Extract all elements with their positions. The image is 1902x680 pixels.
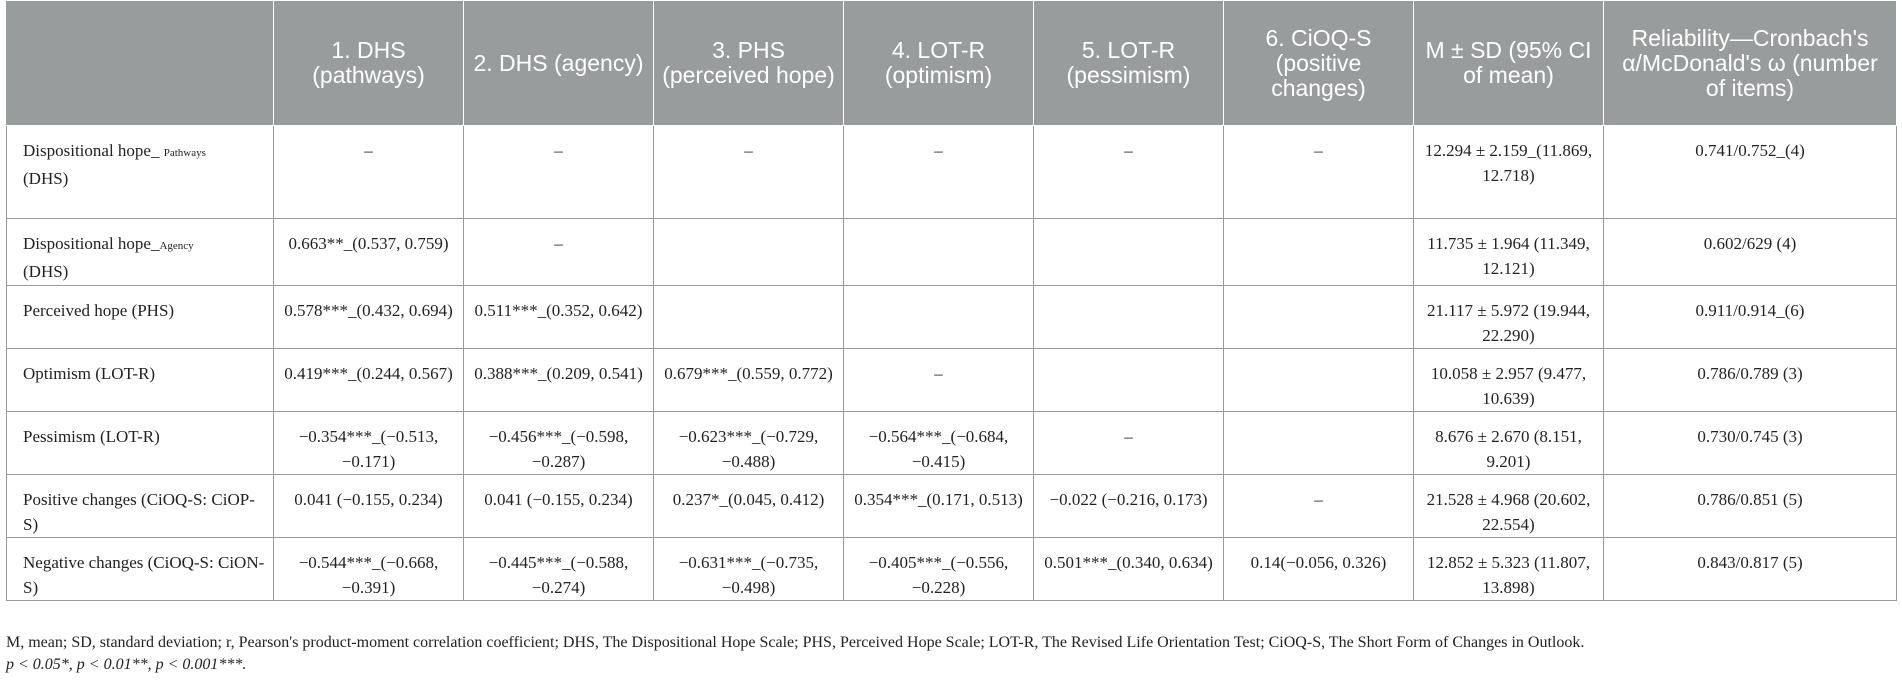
- table-cell: [653, 218, 844, 286]
- table-footnotes: M, mean; SD, standard deviation; r, Pear…: [6, 632, 1584, 676]
- header-dhs-pathways: 1. DHS (pathways): [273, 0, 464, 126]
- table-cell: [1033, 218, 1224, 286]
- table-cell: 0.741/0.752_(4): [1603, 125, 1897, 219]
- table-cell: −0.022 (−0.216, 0.173): [1033, 474, 1224, 538]
- table-cell: 10.058 ± 2.957 (9.477, 10.639): [1413, 348, 1604, 412]
- table-cell: 21.528 ± 4.968 (20.602, 22.554): [1413, 474, 1604, 538]
- table-cell: 0.578***_(0.432, 0.694): [273, 285, 464, 349]
- header-mean-sd: M ± SD (95% CI of mean): [1413, 0, 1604, 126]
- table-cell: 8.676 ± 2.670 (8.151, 9.201): [1413, 411, 1604, 475]
- header-reliability: Reliability—Cronbach's α/McDonald's ω (n…: [1603, 0, 1897, 126]
- table-cell: –: [843, 348, 1034, 412]
- table-cell: [653, 285, 844, 349]
- table-cell: −0.544***_(−0.668, −0.391): [273, 537, 464, 601]
- table-cell: [843, 285, 1034, 349]
- table-cell: 0.843/0.817 (5): [1603, 537, 1897, 601]
- table-row: Negative changes (CiOQ-S: CiON-S) −0.544…: [6, 537, 1897, 601]
- table-row: Dispositional hope_Agency (DHS) 0.663**_(…: [6, 218, 1897, 286]
- table-cell: [1223, 285, 1414, 349]
- table-cell: [843, 218, 1034, 286]
- table-cell: 0.511***_(0.352, 0.642): [463, 285, 654, 349]
- table-cell: [1223, 348, 1414, 412]
- table-cell: 0.679***_(0.559, 0.772): [653, 348, 844, 412]
- table-cell: 0.388***_(0.209, 0.541): [463, 348, 654, 412]
- table-cell: 0.14(−0.056, 0.326): [1223, 537, 1414, 601]
- table-cell: −0.631***_(−0.735, −0.498): [653, 537, 844, 601]
- table-cell: −0.354***_(−0.513, −0.171): [273, 411, 464, 475]
- table-row: Dispositional hope_ Pathways (DHS) – – – …: [6, 125, 1897, 219]
- footnote-significance: p < 0.05*, p < 0.01**, p < 0.001***.: [6, 656, 247, 673]
- table-cell: −0.564***_(−0.684, −0.415): [843, 411, 1034, 475]
- table-cell: −0.445***_(−0.588, −0.274): [463, 537, 654, 601]
- row-label: Dispositional hope_ Pathways (DHS): [6, 125, 274, 219]
- table-cell: 0.041 (−0.155, 0.234): [463, 474, 654, 538]
- table-cell: –: [463, 218, 654, 286]
- table-cell: 0.237*_(0.045, 0.412): [653, 474, 844, 538]
- header-empty: [6, 0, 274, 126]
- header-phs: 3. PHS (perceived hope): [653, 0, 844, 126]
- header-cioqs-positive: 6. CiOQ-S (positive changes): [1223, 0, 1414, 126]
- table-cell: 0.786/0.851 (5): [1603, 474, 1897, 538]
- row-label-sub: Agency: [159, 240, 194, 252]
- table-cell: 21.117 ± 5.972 (19.944, 22.290): [1413, 285, 1604, 349]
- table-cell: –: [843, 125, 1034, 219]
- row-label-main: Dispositional hope_: [23, 141, 160, 160]
- table-cell: −0.456***_(−0.598, −0.287): [463, 411, 654, 475]
- header-lotr-optimism: 4. LOT-R (optimism): [843, 0, 1034, 126]
- correlation-table: 1. DHS (pathways) 2. DHS (agency) 3. PHS…: [6, 0, 1897, 601]
- table-cell: –: [273, 125, 464, 219]
- table-cell: 0.663**_(0.537, 0.759): [273, 218, 464, 286]
- table-cell: –: [463, 125, 654, 219]
- table-cell: 0.501***_(0.340, 0.634): [1033, 537, 1224, 601]
- header-lotr-pessimism: 5. LOT-R (pessimism): [1033, 0, 1224, 126]
- row-label-sub: Pathways: [163, 147, 206, 159]
- table-cell: 12.294 ± 2.159_(11.869, 12.718): [1413, 125, 1604, 219]
- footnote-abbreviations: M, mean; SD, standard deviation; r, Pear…: [6, 634, 1585, 651]
- row-label: Dispositional hope_Agency (DHS): [6, 218, 274, 286]
- row-label-main: Dispositional hope_: [23, 234, 160, 253]
- row-label: Pessimism (LOT-R): [6, 411, 274, 475]
- table-cell: 0.041 (−0.155, 0.234): [273, 474, 464, 538]
- row-label-tail: (DHS): [23, 262, 69, 281]
- table-cell: −0.623***_(−0.729, −0.488): [653, 411, 844, 475]
- table-cell: [1033, 348, 1224, 412]
- table-cell: 0.354***_(0.171, 0.513): [843, 474, 1034, 538]
- table-cell: –: [1033, 411, 1224, 475]
- row-label: Positive changes (CiOQ-S: CiOP-S): [6, 474, 274, 538]
- table-cell: −0.405***_(−0.556, −0.228): [843, 537, 1034, 601]
- table-cell: –: [1223, 474, 1414, 538]
- table-cell: 12.852 ± 5.323 (11.807, 13.898): [1413, 537, 1604, 601]
- table-cell: [1033, 285, 1224, 349]
- table-cell: 0.911/0.914_(6): [1603, 285, 1897, 349]
- table-cell: 11.735 ± 1.964 (11.349, 12.121): [1413, 218, 1604, 286]
- row-label: Perceived hope (PHS): [6, 285, 274, 349]
- table-cell: [1223, 411, 1414, 475]
- header-dhs-agency: 2. DHS (agency): [463, 0, 654, 126]
- table-row: Positive changes (CiOQ-S: CiOP-S) 0.041 …: [6, 474, 1897, 538]
- table-cell: 0.730/0.745 (3): [1603, 411, 1897, 475]
- table-cell: –: [653, 125, 844, 219]
- table-cell: 0.786/0.789 (3): [1603, 348, 1897, 412]
- correlation-table-container: 1. DHS (pathways) 2. DHS (agency) 3. PHS…: [6, 0, 1897, 601]
- table-row: Pessimism (LOT-R) −0.354***_(−0.513, −0.…: [6, 411, 1897, 475]
- table-row: Optimism (LOT-R) 0.419***_(0.244, 0.567)…: [6, 348, 1897, 412]
- table-cell: 0.602/629 (4): [1603, 218, 1897, 286]
- table-cell: –: [1223, 125, 1414, 219]
- table-row: Perceived hope (PHS) 0.578***_(0.432, 0.…: [6, 285, 1897, 349]
- table-cell: –: [1033, 125, 1224, 219]
- row-label: Optimism (LOT-R): [6, 348, 274, 412]
- table-cell: 0.419***_(0.244, 0.567): [273, 348, 464, 412]
- row-label-tail: (DHS): [23, 169, 69, 188]
- table-header-row: 1. DHS (pathways) 2. DHS (agency) 3. PHS…: [6, 0, 1897, 126]
- row-label: Negative changes (CiOQ-S: CiON-S): [6, 537, 274, 601]
- table-cell: [1223, 218, 1414, 286]
